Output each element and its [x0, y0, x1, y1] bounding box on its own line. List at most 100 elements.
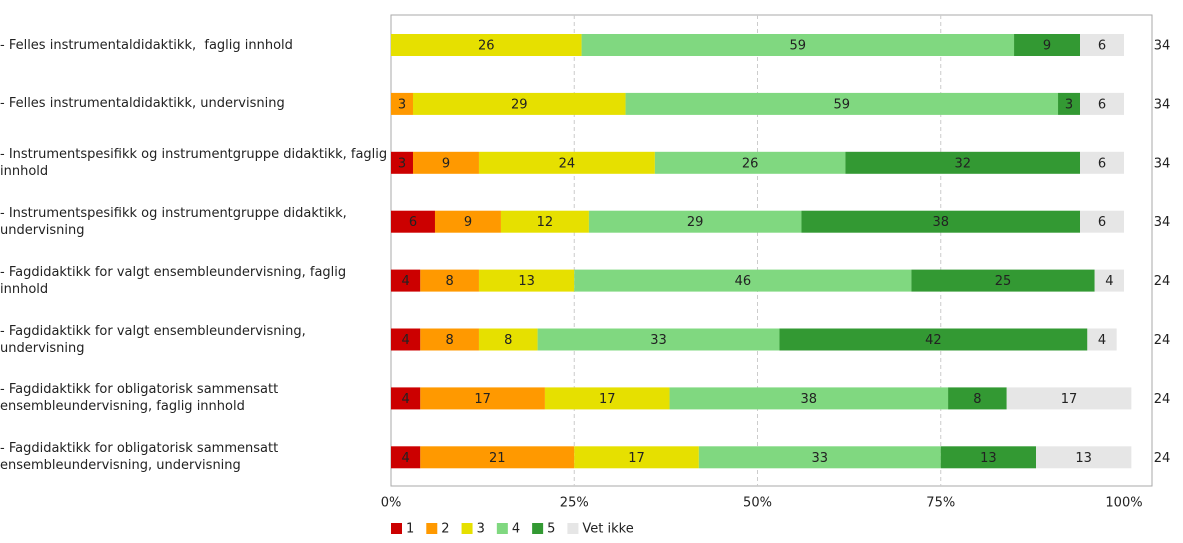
segment-label: 13 [1075, 451, 1092, 466]
segment-label: 6 [1098, 39, 1106, 54]
bar-segment [588, 210, 802, 233]
bar-segment [391, 269, 421, 292]
segment-label: 42 [925, 333, 942, 348]
count-label: 34 [1154, 215, 1171, 230]
bar-segment [1094, 269, 1124, 292]
bar-segment [391, 92, 413, 115]
bar-segment [420, 387, 545, 410]
x-tick-label: 25% [560, 496, 589, 511]
segment-label: 9 [1043, 39, 1051, 54]
bar-segment [420, 269, 479, 292]
bar-segment [391, 328, 421, 351]
bar-segment [412, 151, 479, 174]
x-tick-label: 100% [1105, 496, 1142, 511]
segment-label: 25 [995, 274, 1012, 289]
x-tick-label: 50% [743, 496, 772, 511]
segment-label: 46 [735, 274, 752, 289]
bar-segment [391, 151, 413, 174]
segment-label: 29 [687, 215, 704, 230]
bar-segment [420, 446, 575, 469]
segment-label: 12 [537, 215, 554, 230]
bar-segment [801, 210, 1081, 233]
segment-label: 9 [442, 156, 450, 171]
segment-label: 29 [511, 97, 528, 112]
segment-label: 17 [628, 451, 645, 466]
legend-label: 4 [512, 522, 520, 537]
segment-label: 8 [445, 333, 453, 348]
legend-swatch [461, 523, 473, 534]
plot-frame [390, 14, 1153, 487]
segment-label: 21 [489, 451, 506, 466]
legend-label: Vet ikke [582, 522, 633, 537]
bar-segment [1080, 210, 1124, 233]
count-label: 34 [1154, 156, 1171, 171]
bar-segment [391, 387, 421, 410]
segment-label: 13 [980, 451, 997, 466]
segment-label: 38 [932, 215, 949, 230]
segment-label: 17 [1061, 392, 1078, 407]
count-label: 24 [1154, 451, 1171, 466]
segment-label: 9 [464, 215, 472, 230]
legend-swatch [567, 523, 579, 534]
bar-segment [1036, 446, 1132, 469]
segment-label: 33 [650, 333, 667, 348]
segment-label: 59 [834, 97, 851, 112]
segment-label: 6 [1098, 156, 1106, 171]
segment-label: 13 [518, 274, 535, 289]
bar-segment [698, 446, 941, 469]
bar-segment [478, 151, 655, 174]
bar-segment [500, 210, 589, 233]
legend-swatch [532, 523, 544, 534]
bar-segment [434, 210, 501, 233]
category-label: - Felles instrumentaldidaktikk, faglig i… [0, 37, 293, 53]
bar-segment [1080, 34, 1124, 56]
segment-label: 3 [1065, 97, 1073, 112]
legend-label: 5 [547, 522, 555, 537]
count-label: 24 [1154, 274, 1171, 289]
bar-segment [412, 92, 626, 115]
segment-label: 17 [474, 392, 491, 407]
segment-label: 59 [790, 39, 807, 54]
segment-label: 32 [954, 156, 971, 171]
bar-segment [1014, 34, 1081, 56]
segment-label: 26 [742, 156, 759, 171]
bar-segment [537, 328, 780, 351]
bar-segment [574, 446, 699, 469]
segment-label: 24 [559, 156, 576, 171]
segment-label: 3 [398, 97, 406, 112]
bar-segment [391, 446, 421, 469]
segment-label: 4 [1105, 274, 1113, 289]
segment-label: 6 [1098, 215, 1106, 230]
segment-label: 4 [402, 392, 410, 407]
bar-segment [574, 269, 912, 292]
bar-segment [391, 34, 582, 56]
bar-segment [779, 328, 1088, 351]
bar-segment [478, 328, 538, 351]
x-tick-label: 75% [926, 496, 955, 511]
segment-label: 4 [402, 333, 410, 348]
segment-label: 4 [1098, 333, 1106, 348]
bar-segment [1087, 328, 1117, 351]
segment-label: 4 [402, 274, 410, 289]
bar-segment [478, 269, 575, 292]
count-label: 24 [1154, 333, 1171, 348]
segment-label: 38 [801, 392, 818, 407]
bar-segment [669, 387, 949, 410]
legend-swatch [426, 523, 438, 534]
bar-segment [544, 387, 670, 410]
count-label: 34 [1154, 97, 1171, 112]
x-tick-label: 0% [381, 496, 402, 511]
category-label: - Fagdidaktikk for valgt ensembleundervi… [0, 264, 351, 297]
bar-segment [654, 151, 846, 174]
bar-segment [1006, 387, 1132, 410]
bar-segment [1080, 92, 1124, 115]
segment-label: 4 [402, 451, 410, 466]
category-label: - Fagdidaktikk for obligatorisk sammensa… [0, 382, 283, 415]
legend-label: 1 [406, 522, 414, 537]
segment-label: 26 [478, 39, 495, 54]
bar-segment [1058, 92, 1081, 115]
bar-segment [420, 328, 479, 351]
segment-label: 8 [445, 274, 453, 289]
legend-label: 3 [477, 522, 485, 537]
